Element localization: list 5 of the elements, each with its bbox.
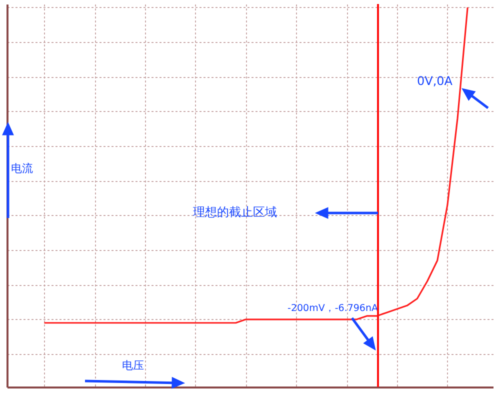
- annotation: 理想的截止区域: [193, 205, 277, 219]
- y-axis-title: 电流: [11, 162, 33, 175]
- annotation: 0V,0A: [417, 74, 454, 88]
- annotation: -200mV，-6.796nA: [288, 303, 378, 314]
- x-axis-title: 电压: [122, 359, 144, 372]
